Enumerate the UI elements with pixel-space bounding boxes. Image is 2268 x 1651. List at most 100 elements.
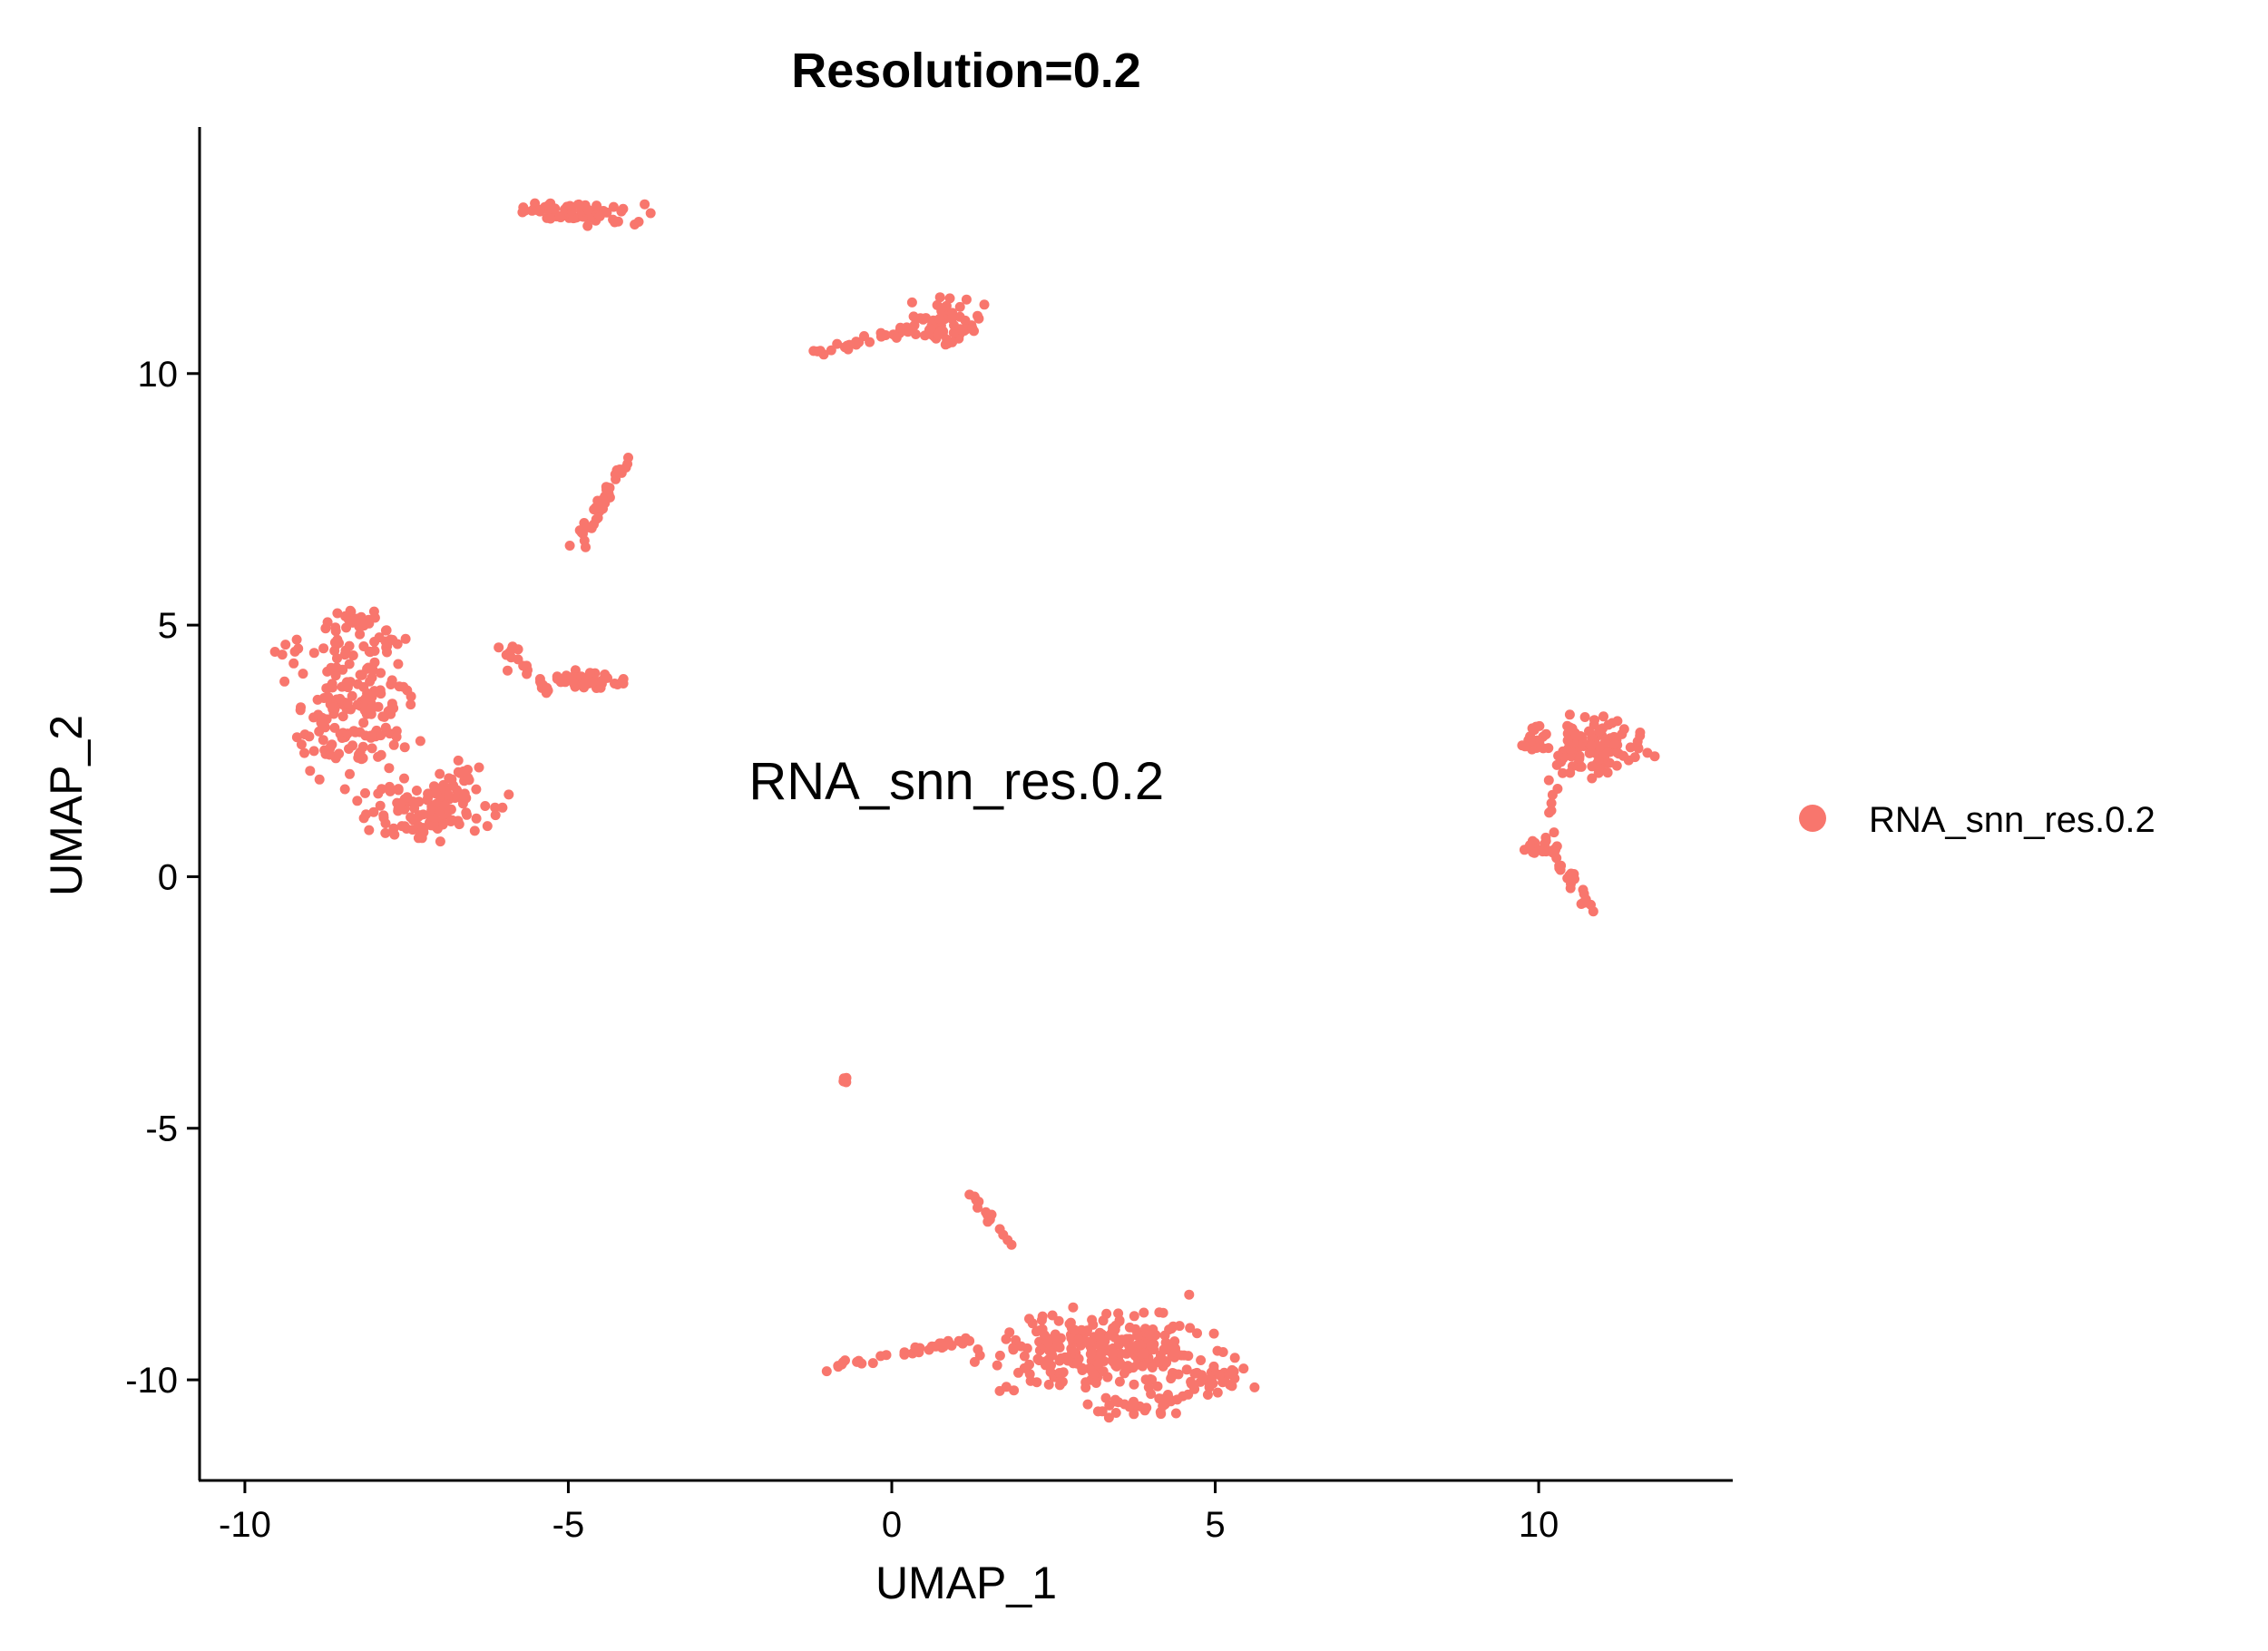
data-point — [1024, 1314, 1034, 1324]
data-point — [411, 786, 422, 796]
data-point — [612, 216, 623, 227]
data-point — [1588, 906, 1598, 917]
data-points — [269, 198, 1660, 1423]
data-point — [1152, 1381, 1163, 1392]
data-point — [393, 784, 404, 795]
data-point — [545, 213, 556, 224]
data-point — [342, 728, 353, 739]
data-point — [1587, 761, 1598, 772]
data-point — [474, 762, 484, 773]
data-point — [352, 679, 363, 689]
data-point — [934, 314, 945, 324]
data-point — [867, 1358, 878, 1369]
data-point — [1068, 1302, 1079, 1313]
data-point — [911, 1343, 922, 1354]
data-point — [386, 703, 396, 714]
data-point — [554, 211, 565, 221]
x-tick-label: -5 — [552, 1505, 585, 1545]
data-point — [1097, 1406, 1108, 1417]
data-point — [640, 199, 650, 210]
data-point — [954, 301, 965, 312]
data-point — [462, 809, 472, 820]
data-point — [317, 712, 327, 723]
data-point — [406, 691, 416, 702]
data-point — [1594, 726, 1605, 737]
data-point — [854, 1355, 865, 1366]
data-point — [386, 679, 396, 689]
data-point — [1115, 1358, 1126, 1369]
data-point — [360, 730, 371, 741]
data-point — [325, 741, 336, 752]
data-point — [1586, 740, 1597, 751]
data-point — [979, 299, 990, 310]
data-point — [992, 1360, 1002, 1371]
data-point — [1562, 735, 1573, 746]
data-point — [1102, 1372, 1113, 1382]
data-point — [279, 676, 290, 687]
data-point — [506, 644, 517, 655]
data-point — [490, 802, 501, 813]
data-point — [364, 825, 375, 835]
data-point — [1189, 1368, 1200, 1379]
data-point — [591, 200, 602, 211]
data-point — [527, 205, 537, 216]
data-point — [1001, 1382, 1012, 1392]
data-point — [826, 345, 836, 356]
data-point — [446, 774, 457, 785]
data-point — [602, 672, 612, 683]
data-point — [1602, 747, 1613, 757]
data-point — [399, 821, 410, 832]
data-point — [1093, 1358, 1104, 1369]
data-point — [1593, 767, 1604, 778]
data-point — [938, 1341, 949, 1352]
x-tick-label: 10 — [1519, 1505, 1559, 1545]
data-point — [1100, 1392, 1111, 1403]
data-point — [435, 768, 445, 779]
data-point — [973, 310, 982, 321]
data-point — [918, 314, 928, 325]
data-point — [1140, 1374, 1151, 1385]
data-point — [494, 642, 504, 653]
y-tick-label: -10 — [125, 1361, 178, 1401]
data-point — [490, 810, 501, 821]
data-point — [1238, 1363, 1249, 1374]
cluster-label: RNA_snn_res.0.2 — [748, 752, 1164, 811]
data-point — [1170, 1408, 1181, 1419]
data-point — [1565, 883, 1576, 894]
data-point — [308, 746, 319, 757]
data-point — [574, 525, 585, 536]
data-point — [954, 311, 965, 322]
data-point — [1008, 1344, 1019, 1355]
y-tick-label: 5 — [158, 606, 178, 646]
data-point — [925, 324, 936, 335]
data-point — [1139, 1348, 1149, 1359]
data-point — [973, 1202, 982, 1213]
data-point — [1564, 709, 1575, 720]
data-point — [443, 789, 454, 800]
data-point — [934, 292, 945, 303]
data-point — [1565, 767, 1576, 778]
data-point — [328, 702, 339, 713]
legend: RNA_snn_res.0.2 — [1799, 800, 2156, 840]
data-point — [387, 634, 398, 645]
data-point — [288, 658, 299, 669]
y-axis-ticks: -10 -5 0 5 10 — [125, 355, 200, 1401]
data-point — [564, 200, 575, 211]
data-point — [385, 786, 396, 796]
data-point — [1076, 1324, 1087, 1335]
data-point — [875, 331, 886, 342]
data-point — [1587, 773, 1598, 784]
data-point — [1149, 1339, 1159, 1350]
data-point — [1217, 1377, 1228, 1388]
data-point — [1025, 1375, 1036, 1386]
data-point — [469, 826, 480, 836]
data-point — [1141, 1402, 1152, 1413]
data-point — [344, 659, 355, 669]
data-point — [1589, 715, 1599, 726]
data-point — [1129, 1311, 1139, 1322]
data-point — [1054, 1355, 1065, 1366]
data-point — [376, 730, 386, 741]
data-point — [895, 322, 905, 333]
data-point — [1073, 1334, 1084, 1345]
data-point — [622, 458, 633, 469]
